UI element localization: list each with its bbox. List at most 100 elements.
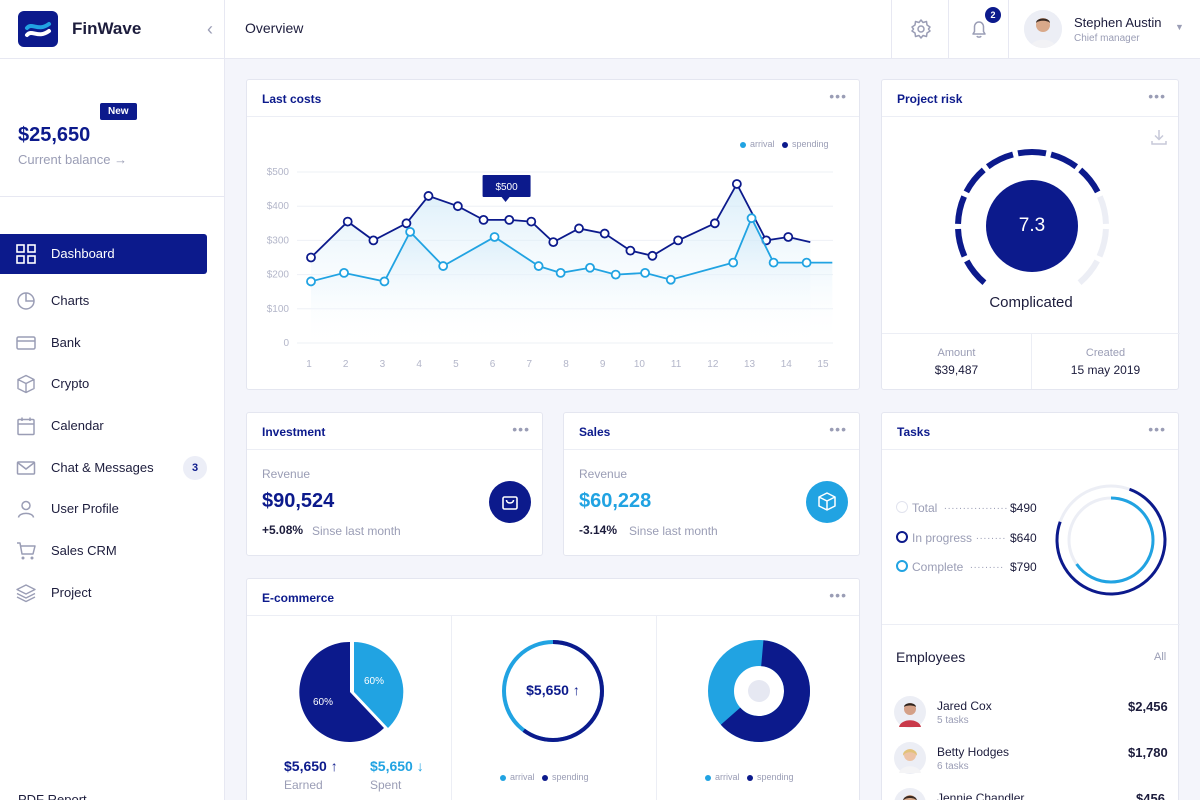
spending-data-point <box>401 218 412 229</box>
current-balance-value: $25,650 <box>18 124 91 146</box>
sidebar-item-charts[interactable]: Charts <box>0 281 207 321</box>
sidebar-item-label: Sales CRM <box>51 543 117 558</box>
y-tick-label: $300 <box>267 235 290 246</box>
sidebar-item-label: Charts <box>51 293 90 308</box>
x-tick-label: 3 <box>380 359 386 370</box>
sidebar-item-user-profile[interactable]: User Profile <box>0 489 207 529</box>
user-avatar[interactable] <box>1024 10 1062 48</box>
y-tick-label: $100 <box>267 304 290 315</box>
arrival-data-point <box>610 269 621 280</box>
notification-bell-icon[interactable] <box>964 14 994 44</box>
sidebar-item-calendar[interactable]: Calendar <box>0 406 207 446</box>
pie-slice-label: 60% <box>364 676 385 687</box>
settings-gear-icon[interactable] <box>906 14 936 44</box>
arrival-data-point <box>379 276 390 287</box>
spending-data-point <box>599 228 610 239</box>
arrival-area <box>311 218 833 343</box>
employee-tasks: 6 tasks <box>937 761 969 772</box>
sidebar-item-label: User Profile <box>51 501 119 516</box>
layers-icon <box>16 584 36 603</box>
more-options-icon[interactable]: ••• <box>1148 421 1166 437</box>
x-tick-label: 7 <box>526 359 532 370</box>
arrival-data-point <box>339 267 349 278</box>
sidebar-item-dashboard[interactable]: Dashboard <box>0 234 207 274</box>
legend-spending: spending <box>757 772 794 782</box>
gauge-segment <box>1077 259 1100 285</box>
more-options-icon[interactable]: ••• <box>829 88 847 104</box>
sidebar-item-chat-messages[interactable]: Chat & Messages 3 <box>0 448 207 488</box>
user-name[interactable]: Stephen Austin <box>1074 15 1162 30</box>
x-tick-label: 10 <box>634 359 646 370</box>
finwave-logo-icon[interactable] <box>18 11 58 47</box>
avatar <box>894 696 926 728</box>
ring-value: $5,650 ↑ <box>526 682 580 698</box>
x-tick-label: 11 <box>671 359 682 370</box>
spending-data-point <box>526 216 537 227</box>
spending-data-point <box>368 235 379 246</box>
mail-icon <box>16 461 36 475</box>
gauge-segment <box>1078 167 1101 194</box>
x-tick-label: 13 <box>744 359 756 370</box>
spent-label: Spent <box>370 778 402 792</box>
total-indicator-icon <box>896 501 908 513</box>
gauge-segment <box>964 259 987 285</box>
sidebar-item-project[interactable]: Project <box>0 573 207 613</box>
sidebar-item-label: Bank <box>51 335 81 350</box>
x-tick-label: 8 <box>563 359 569 370</box>
x-tick-label: 2 <box>343 359 349 370</box>
more-options-icon[interactable]: ••• <box>1148 88 1166 104</box>
employee-amount: $1,780 <box>1128 745 1168 760</box>
sidebar-item-bank[interactable]: Bank <box>0 323 207 363</box>
employee-row[interactable]: Jennie Chandler $456 <box>882 785 1180 800</box>
cart-icon <box>17 542 36 560</box>
gauge-segment <box>963 167 986 194</box>
current-balance-link[interactable]: Current balance → <box>18 152 127 167</box>
collapse-sidebar-icon[interactable]: ‹ <box>207 19 213 39</box>
shopping-bag-icon <box>489 481 531 523</box>
spending-series-line <box>310 182 811 259</box>
unread-count-badge: 3 <box>183 456 207 480</box>
chart-tooltip <box>482 175 531 197</box>
y-tick-label: $400 <box>267 201 290 212</box>
employees-all-link[interactable]: All <box>1154 651 1167 663</box>
earned-spent-pie-chart <box>299 641 404 742</box>
user-menu-chevron-down-icon[interactable]: ▼ <box>1175 22 1184 32</box>
sidebar-item-label: Crypto <box>51 376 90 391</box>
arrival-data-point <box>585 262 595 273</box>
risk-gauge <box>955 149 1109 285</box>
ring-progress-chart <box>502 640 604 742</box>
grid-icon <box>16 244 36 264</box>
sidebar-item-label: Project <box>51 585 92 600</box>
more-options-icon[interactable]: ••• <box>829 587 847 603</box>
employee-row[interactable]: Betty Hodges 6 tasks $1,780 <box>882 739 1180 783</box>
user-role: Chief manager <box>1074 33 1140 44</box>
donut-legend: arrival spending <box>705 772 794 782</box>
employee-amount: $456 <box>1136 791 1165 800</box>
card-title: Sales <box>579 425 611 439</box>
investment-change: +5.08% <box>262 523 304 537</box>
sales-value: $60,228 <box>579 490 652 512</box>
tasks-card: Tasks ••• Total ................. $490 In… <box>881 412 1180 800</box>
earned-value: $5,650 ↑ <box>284 758 338 774</box>
project-risk-card: Project risk ••• 7.3 Complicated Amount $… <box>881 79 1180 390</box>
arrival-data-point <box>438 261 449 271</box>
employee-name: Betty Hodges <box>937 745 1010 759</box>
sidebar-item-crypto[interactable]: Crypto <box>0 364 207 404</box>
card-title: Last costs <box>262 92 322 106</box>
more-options-icon[interactable]: ••• <box>829 421 847 437</box>
sidebar-item-label: Dashboard <box>51 246 115 261</box>
more-options-icon[interactable]: ••• <box>512 421 530 437</box>
gauge-segment <box>1096 228 1109 258</box>
arrival-data-point <box>306 276 316 287</box>
sidebar-item-sales-crm[interactable]: Sales CRM <box>0 531 207 571</box>
pdf-report-link[interactable]: PDF Report <box>18 792 87 800</box>
sidebar-item-label: Calendar <box>51 418 104 433</box>
spending-data-point <box>647 250 658 261</box>
cube-icon <box>17 374 35 394</box>
donut-chart <box>708 640 810 742</box>
legend-spending: spending <box>792 139 829 149</box>
employee-row[interactable]: Jared Cox 5 tasks $2,456 <box>882 693 1180 737</box>
download-icon[interactable] <box>1150 128 1168 146</box>
y-tick-label: 0 <box>283 338 289 349</box>
avatar <box>894 788 926 800</box>
